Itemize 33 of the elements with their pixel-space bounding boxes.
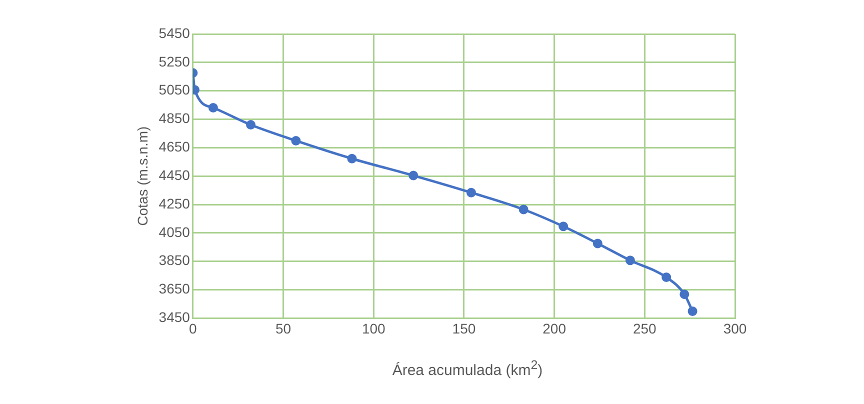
y-tick-label: 3850 [158, 252, 190, 268]
x-tick-label: 250 [632, 320, 657, 336]
point [408, 170, 418, 180]
point [347, 154, 357, 164]
y-tick-label: 4850 [158, 110, 190, 126]
y-tick-label: 5450 [158, 24, 190, 41]
point [680, 290, 690, 300]
x-tick-label: 100 [362, 320, 386, 336]
point [625, 256, 635, 266]
point [662, 272, 672, 282]
y-tick-label: 3650 [158, 280, 190, 297]
x-tick-label: 200 [542, 320, 566, 336]
x-tick-label: 300 [723, 320, 747, 336]
y-tick-label: 4050 [158, 224, 190, 240]
y-axis-title: Cotas (m.s.n.m) [134, 126, 150, 226]
point [208, 103, 218, 112]
point [518, 204, 528, 214]
point [558, 222, 568, 232]
y-tick-label: 4650 [158, 138, 190, 155]
y-tick-label: 5250 [158, 53, 190, 70]
y-tick-label: 5050 [158, 82, 190, 98]
point [291, 136, 301, 146]
point [466, 188, 476, 198]
point [246, 120, 256, 130]
y-tick-label: 4250 [158, 195, 190, 212]
point [688, 306, 698, 316]
x-tick-label: 50 [276, 320, 292, 336]
x-tick-label: 150 [452, 320, 476, 336]
y-tick-label: 4450 [158, 166, 190, 183]
point [592, 238, 602, 248]
x-tick-label: 0 [189, 320, 198, 336]
y-tick-label: 3450 [158, 309, 190, 326]
x-axis-title: Área acumulada (km$^{2}$) [391, 358, 544, 379]
